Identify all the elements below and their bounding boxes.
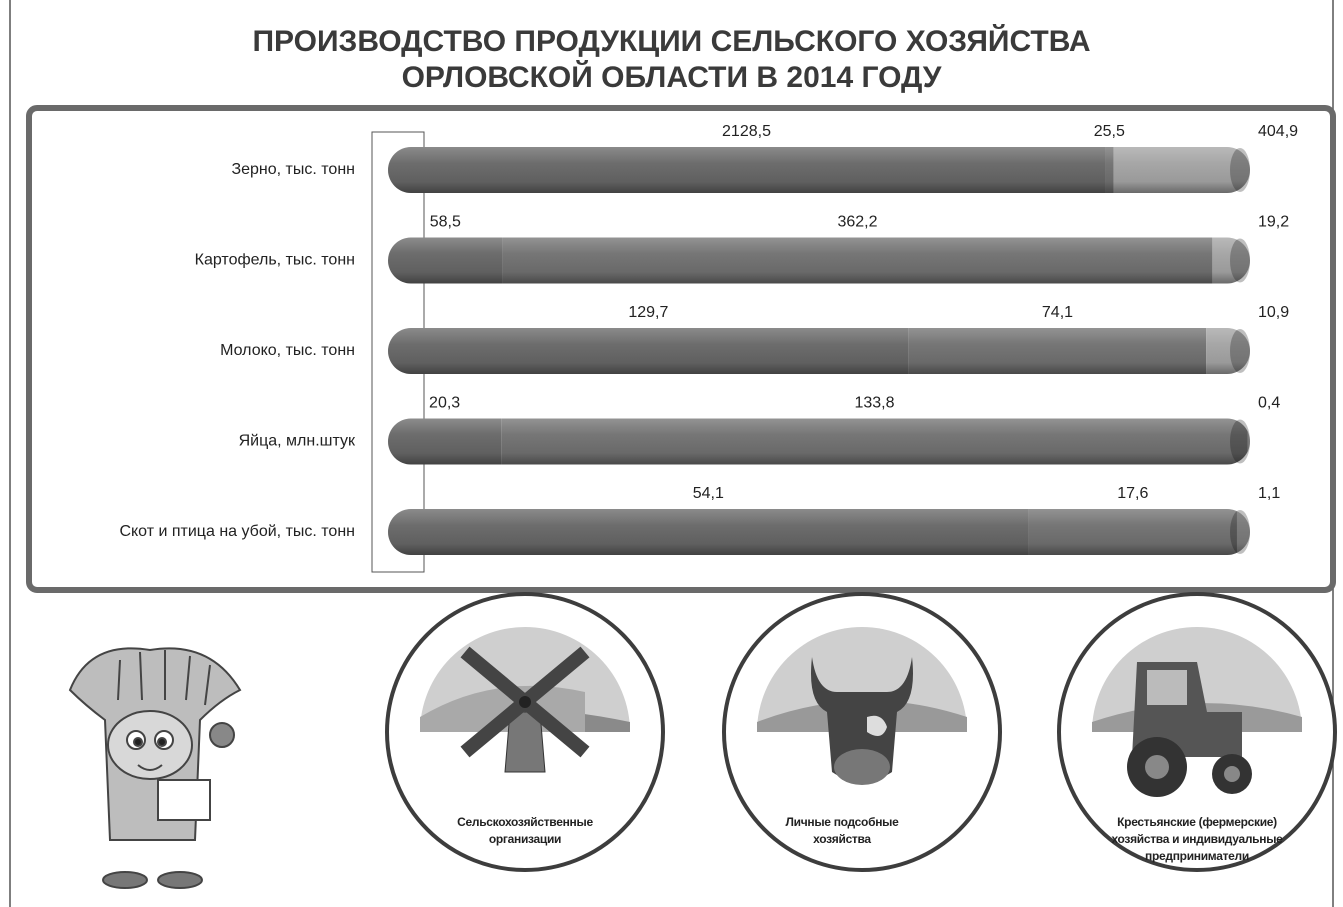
category-label: Зерно, тыс. тонн <box>231 161 355 178</box>
value-label: 404,9 <box>1258 123 1298 140</box>
title-box: ПРОИЗВОДСТВО ПРОДУКЦИИ СЕЛЬСКОГО ХОЗЯЙСТ… <box>0 24 1343 96</box>
bar-shading <box>388 237 1250 284</box>
bar-cap <box>1230 419 1250 464</box>
value-label: 0,4 <box>1258 395 1280 412</box>
bar-row <box>388 509 1250 555</box>
icon-tractor <box>1057 592 1337 872</box>
chart-title: ПРОИЗВОДСТВО ПРОДУКЦИИ СЕЛЬСКОГО ХОЗЯЙСТ… <box>252 25 1091 94</box>
legend-label: Крестьянские (фермерские) хозяйства и ин… <box>1111 815 1283 863</box>
mascot <box>68 647 242 889</box>
bar-row <box>388 237 1250 284</box>
icon-mill <box>385 592 665 872</box>
bars <box>388 147 1250 555</box>
value-label: 10,9 <box>1258 304 1289 321</box>
bar-shading <box>388 147 1250 193</box>
legend-label: Сельскохозяйственные организации <box>457 815 593 846</box>
value-label: 362,2 <box>837 214 877 231</box>
category-label: Яйца, млн.штук <box>239 433 356 450</box>
value-label: 54,1 <box>693 485 724 502</box>
bar-row <box>388 147 1250 193</box>
value-label: 19,2 <box>1258 214 1289 231</box>
bar-cap <box>1230 510 1250 554</box>
category-label: Картофель, тыс. тонн <box>195 252 355 269</box>
value-label: 17,6 <box>1117 485 1148 502</box>
value-label: 74,1 <box>1042 304 1073 321</box>
value-label: 20,3 <box>429 395 460 412</box>
value-label: 2128,5 <box>722 123 771 140</box>
bar-cap <box>1230 238 1250 283</box>
bar-row <box>388 328 1250 374</box>
icon-cow <box>722 592 1002 872</box>
legend-icons <box>385 592 1337 872</box>
bar-shading <box>388 328 1250 374</box>
bar-cap <box>1230 148 1250 192</box>
bar-shading <box>388 509 1250 555</box>
category-label: Молоко, тыс. тонн <box>220 342 355 359</box>
value-label: 1,1 <box>1258 485 1280 502</box>
value-label: 58,5 <box>430 214 461 231</box>
bar-cap <box>1230 329 1250 373</box>
bar-row <box>388 418 1250 465</box>
bar-shading <box>388 418 1250 465</box>
legend-label: Личные подсобные хозяйства <box>785 815 899 846</box>
value-label: 133,8 <box>854 395 894 412</box>
category-label: Скот и птица на убой, тыс. тонн <box>119 523 355 540</box>
value-label: 129,7 <box>628 304 668 321</box>
value-label: 25,5 <box>1094 123 1125 140</box>
